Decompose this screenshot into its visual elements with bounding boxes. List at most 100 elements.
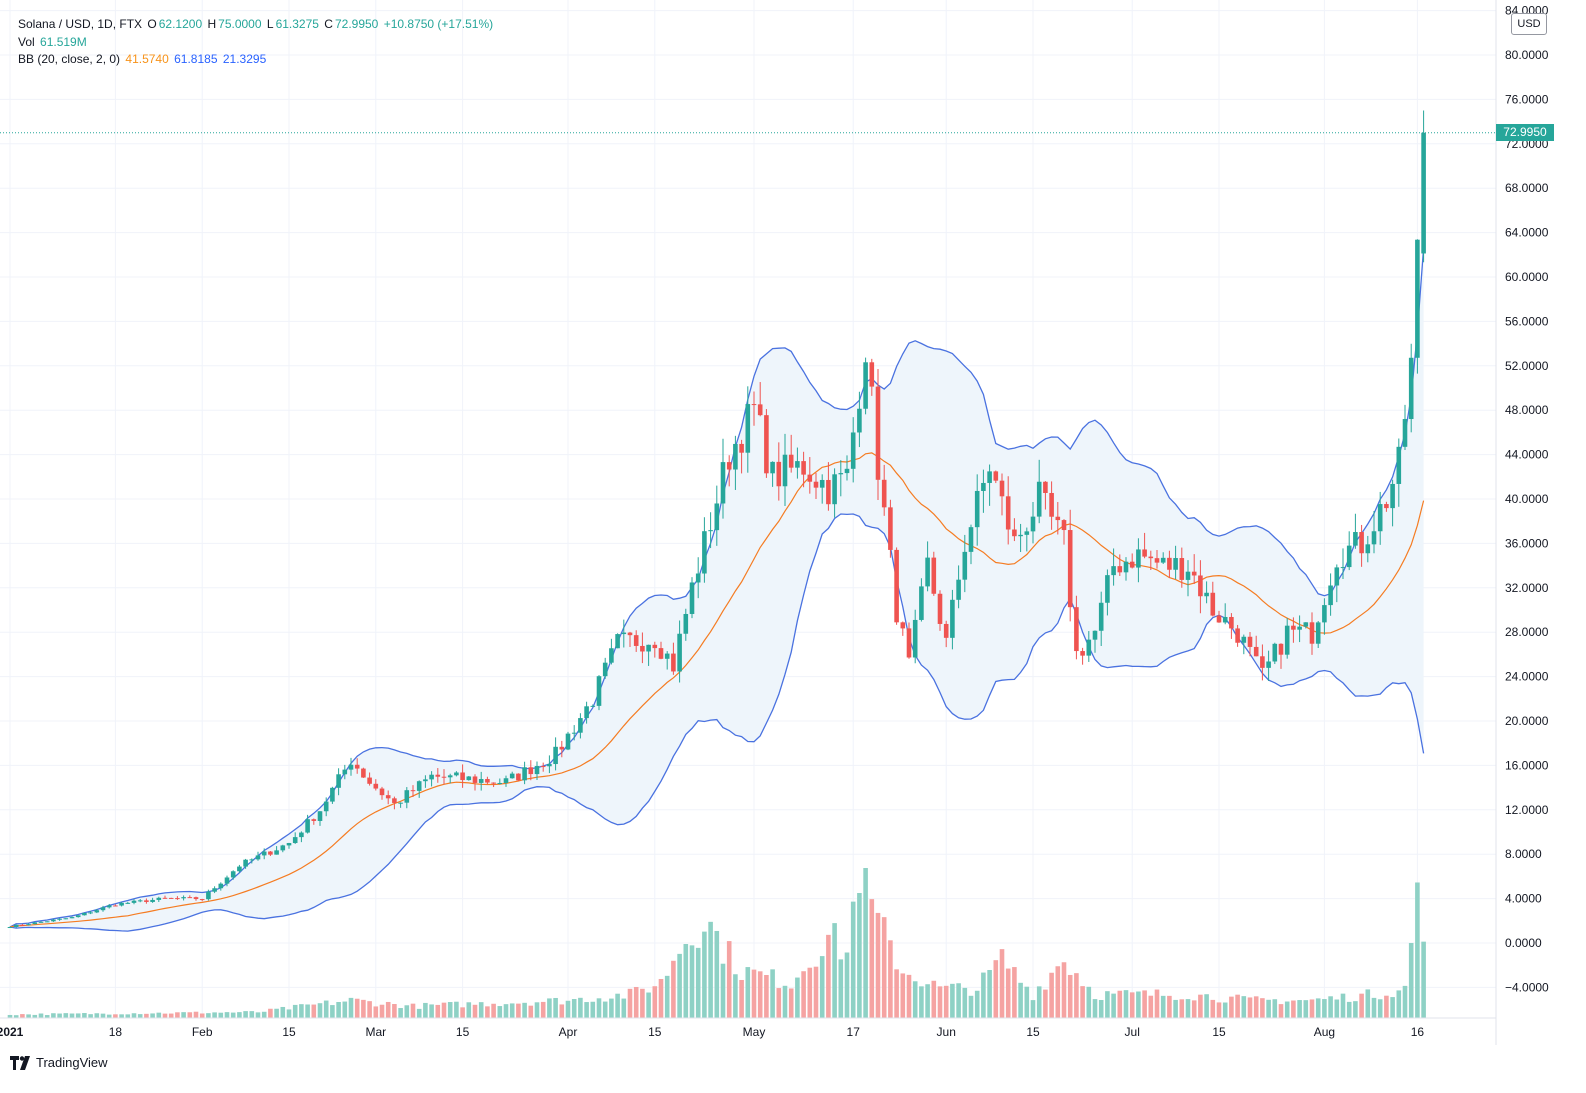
volume-bar [931,980,937,1018]
candle [813,472,819,500]
candle-body [106,905,112,908]
candle-body [230,871,236,878]
volume-bar [1415,882,1420,1018]
volume-bar [63,1013,69,1018]
low-value: 61.3275 [275,17,319,31]
candle-body [1185,571,1191,580]
candle [1353,513,1358,549]
bollinger-legend[interactable]: BB (20, close, 2, 0) 41.5740 61.8185 21.… [18,52,268,66]
candle-body [1365,544,1371,554]
volume-bar [714,930,720,1018]
time-axis[interactable]: 2021 18 Feb 15 Mar 15 Apr 15 May 17 Jun 15 Jul 15 Aug 1… [0,1017,1496,1039]
candle-body [850,432,856,469]
volume-bar [472,1004,478,1018]
candle [1173,545,1178,580]
candle [689,577,695,619]
candle-body [739,443,744,453]
candle-body [1105,575,1110,603]
volume-bar [75,1013,81,1018]
volume-bar [609,998,614,1018]
candle [1216,610,1222,623]
volume-legend[interactable]: Vol 61.519M [18,35,89,49]
volume-bar [1235,994,1240,1018]
candle-body [1291,625,1296,630]
candle-body [993,471,999,481]
brand-name: TradingView [36,1055,108,1070]
candle [894,547,899,625]
candle [224,875,230,887]
candle-body [1030,516,1036,532]
candle [168,897,174,899]
candle [776,442,782,501]
candle-body [199,899,205,901]
candle-body [900,622,906,629]
tradingview-logo[interactable]: TradingView [10,1055,108,1070]
candle [392,796,397,810]
volume-bar [1111,993,1116,1018]
candle-body [695,573,701,583]
volume-bar [193,1011,199,1018]
candle-body [553,746,558,765]
candle-body [88,912,93,914]
candle [1359,524,1364,567]
candle-body [224,877,230,884]
volume-bar [950,983,955,1018]
volume-bar [528,1005,534,1018]
candle-body [1148,556,1154,559]
candle [162,895,168,899]
currency-button[interactable]: USD [1511,13,1547,35]
symbol-title[interactable]: Solana / USD, 1D, FTX [18,17,143,31]
candle [144,898,149,904]
volume-bar [13,1015,19,1018]
candle-body [392,798,397,803]
candle-body [664,653,670,659]
volume-bar [57,1013,62,1018]
candle [361,767,366,778]
candle-body [726,462,732,470]
volume-bar [819,956,825,1018]
candle-body [881,479,887,508]
volume-bar [1092,999,1098,1018]
candle [342,764,348,780]
candle-body [299,832,304,838]
candle-body [1346,545,1352,568]
volume-bar [503,1004,509,1018]
candle [410,785,416,798]
candle [435,768,441,783]
volume-bar [1247,997,1253,1018]
high-label: H [207,17,217,31]
candle-body [429,774,434,780]
candle-body [1229,616,1234,629]
time-tick-label: 15 [1212,1025,1226,1039]
volume-bar [1297,1000,1302,1018]
candle [968,524,974,565]
candle [1340,548,1346,580]
candle [429,771,434,787]
candle [1278,643,1284,669]
candle-body [733,443,738,470]
close-label: C [324,17,333,31]
volume-bar [689,945,695,1018]
volume-bar [1291,1000,1296,1018]
volume-bar [739,979,744,1018]
candle [292,832,298,844]
candle-body [1173,558,1178,570]
price-axis[interactable]: −4.0000 0.0000 4.0000 8.0000 12.0000 16.0000 2… [1495,0,1549,1045]
candle-body [379,788,385,796]
candle [44,921,50,923]
candle-body [1297,626,1302,630]
volume-bar [255,1012,261,1018]
candle-body [1012,529,1017,537]
candle [336,768,341,796]
candle-body [683,613,689,634]
candle [677,620,682,683]
candle-body [144,900,149,902]
candle [956,565,961,609]
volume-bar [373,1006,379,1018]
time-tick-label: Apr [559,1025,578,1039]
volume-bar [51,1013,56,1018]
candle [423,775,428,788]
volume-bar [485,1006,490,1018]
volume-bar [212,1012,217,1018]
